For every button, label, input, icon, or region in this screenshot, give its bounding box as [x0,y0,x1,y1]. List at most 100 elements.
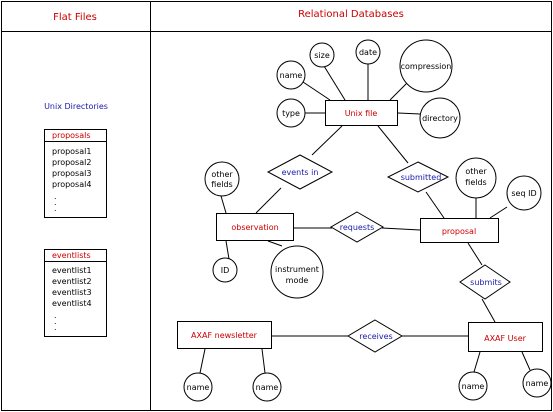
attribute-prop-other-fields-line2: fields [465,178,486,187]
proposals-list-ellipsis: . [54,198,57,207]
proposals-list-box [44,129,107,218]
relationship-submitted: submitted [386,161,450,193]
entity-axaf-newsletter-label: AXAF newsletter [191,331,258,340]
eventlists-list-ellipsis: . [54,323,57,332]
relationship-events-in-label: events in [282,168,319,177]
attribute-obs-instrument-mode-line2: mode [286,276,309,285]
relational-databases-header: Relational Databases [298,9,404,20]
proposals-list-item: proposal4 [52,180,91,189]
attribute-obs-id-label: ID [221,266,230,275]
attribute-uf-name: name [276,60,306,90]
flat-files-header: Flat Files [53,12,97,23]
proposals-list-item: proposal2 [52,158,91,167]
connector-proposal-submits [467,242,483,266]
entity-proposal: proposal [420,218,499,243]
er-attributes: name size date compression type director… [183,39,552,402]
entity-unix-file-label: Unix file [345,109,378,118]
attribute-user-name-1: name [458,371,488,401]
connector-submitted-proposal [425,191,445,219]
eventlists-list: eventlists eventlist1 eventlist2 eventli… [44,249,107,337]
relationship-receives: receives [347,319,403,353]
er-connectors [199,64,531,374]
attribute-uf-type-label: type [282,109,300,118]
attribute-uf-directory-label: directory [422,114,458,123]
attribute-obs-other-fields: other fields [204,161,240,197]
proposals-list-item: proposal1 [52,147,91,156]
proposals-list-ellipsis: . [54,204,57,213]
eventlists-list-box [44,249,107,337]
relationship-events-in: events in [266,154,334,190]
attribute-uf-size: size [309,42,335,68]
attribute-news-name-2-label: name [256,383,279,392]
attribute-uf-size-label: size [314,51,330,60]
unix-directories-label: Unix Directories [44,102,108,111]
attribute-uf-date: date [355,39,381,65]
attribute-prop-other-fields-line1: other [465,167,487,176]
attribute-obs-other-fields-line2: fields [211,180,232,189]
attribute-obs-id: ID [212,257,238,283]
connector-uf-submitted [377,125,409,164]
relationship-requests-label: requests [340,223,375,232]
attribute-prop-seq-id: seq ID [506,175,542,211]
proposals-list-title: proposals [52,131,91,140]
flat-files-panel: Unix Directories proposals proposal1 pro… [44,102,108,337]
connector-obs-instrument [267,240,283,247]
connector-submits-user [481,298,496,323]
eventlists-list-ellipsis: . [54,311,57,320]
connector-uf-size [323,65,346,101]
attribute-prop-other-fields: other fields [455,157,497,199]
attribute-uf-type: type [276,98,306,128]
attribute-news-name-2: name [252,372,282,402]
connector-user-name1 [473,351,481,373]
er-relationships: events in submitted requests submits rec… [266,154,511,353]
attribute-uf-date-label: date [359,48,377,57]
attribute-obs-instrument-mode-line1: instrument [275,265,319,274]
connector-uf-compression [389,81,409,101]
connector-prop-seq [489,206,508,219]
attribute-user-name-2: name [522,368,552,398]
connector-obs-other [220,195,227,214]
entity-axaf-newsletter: AXAF newsletter [177,321,272,349]
entity-proposal-label: proposal [442,227,476,236]
connector-news-name1 [199,348,206,374]
connector-news-name2 [261,348,266,374]
connector-uf-events-in [311,125,343,156]
relationship-submits-label: submits [470,278,502,287]
eventlists-list-item: eventlist4 [52,299,92,308]
connector-requests-proposal [381,227,421,231]
proposals-list: proposals proposal1 proposal2 proposal3 … [44,129,107,218]
connector-uf-name [299,79,331,101]
attribute-uf-compression-label: compression [401,62,452,71]
eventlists-list-item: eventlist1 [52,266,92,275]
proposals-list-ellipsis: . [54,192,57,201]
connector-user-name2 [521,351,531,371]
attribute-news-name-1-label: name [187,383,210,392]
proposals-list-item: proposal3 [52,169,91,178]
connector-obs-id [225,240,230,260]
relationship-receives-label: receives [359,332,392,341]
entity-axaf-user: AXAF User [468,322,543,352]
relationship-requests: requests [329,211,385,243]
connector-uf-directory [397,112,421,115]
entity-axaf-user-label: AXAF User [484,334,527,343]
eventlists-list-item: eventlist3 [52,288,92,297]
attribute-uf-name-label: name [280,71,303,80]
relationship-submits: submits [459,264,511,300]
attribute-obs-other-fields-line1: other [211,170,233,179]
attribute-prop-seq-id-label: seq ID [511,189,536,198]
entity-observation-label: observation [231,223,278,232]
attribute-news-name-1: name [183,372,213,402]
attribute-uf-directory: directory [419,97,461,139]
eventlists-list-title: eventlists [52,251,91,260]
attribute-uf-compression: compression [399,39,453,93]
eventlists-list-item: eventlist2 [52,277,92,286]
er-entities: Unix file observation proposal AXAF news… [177,100,543,352]
attribute-user-name-2-label: name [526,379,549,388]
eventlists-list-ellipsis: . [54,317,57,326]
relationship-submitted-label: submitted [401,173,442,182]
entity-observation: observation [216,213,294,241]
connector-events-in-observation [255,187,282,214]
